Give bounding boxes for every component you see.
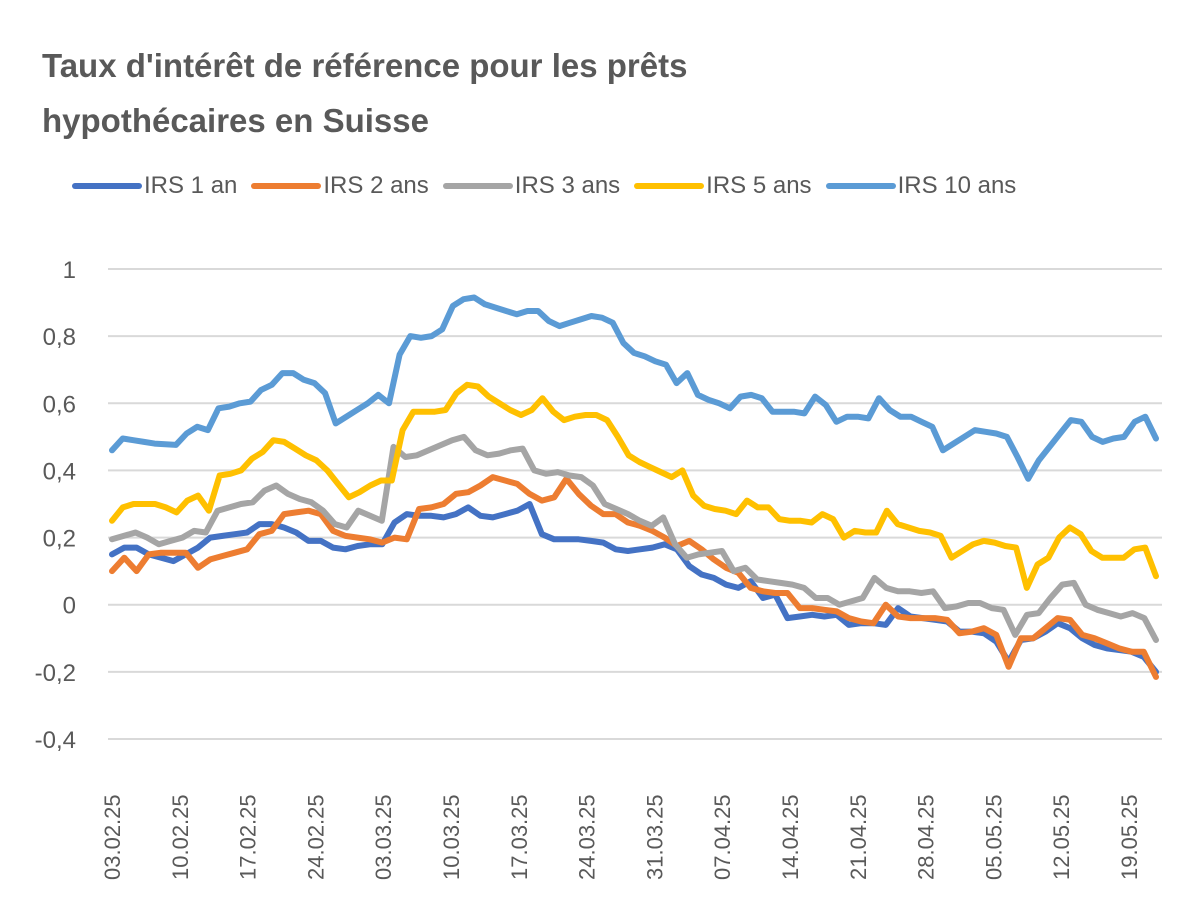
x-tick-label: 21.04.25: [846, 794, 871, 880]
series-line-irs-1-an: [109, 501, 1159, 675]
x-tick-label: 10.03.25: [439, 794, 464, 880]
x-tick-label: 03.03.25: [371, 794, 396, 880]
legend-swatch: [72, 183, 142, 189]
chart-title-line-1: Taux d'intérêt de référence pour les prê…: [42, 47, 688, 84]
x-tick-label: 12.05.25: [1049, 794, 1074, 880]
y-tick-label: 0: [63, 593, 76, 620]
legend-label: IRS 5 ans: [706, 172, 812, 199]
x-tick-label: 17.02.25: [236, 794, 261, 880]
y-tick-label: 0,4: [43, 458, 76, 485]
x-tick-label: 31.03.25: [642, 794, 667, 880]
y-axis-ticks: 1 0,8 0,6 0,4 0,2 0 -0,2 -0,4: [35, 257, 76, 754]
x-tick-label: 19.05.25: [1117, 794, 1142, 880]
chart-title-line-2: hypothécaires en Suisse: [42, 102, 429, 139]
legend-label: IRS 10 ans: [897, 172, 1017, 199]
y-tick-label: 1: [63, 257, 76, 284]
x-axis-ticks: 03.02.25 10.02.25 17.02.25 24.02.25 03.03.25…: [100, 794, 1142, 880]
series-line-irs-3-ans: [109, 433, 1159, 643]
x-tick-label: 10.02.25: [168, 794, 193, 880]
legend-label: IRS 2 ans: [323, 172, 429, 199]
series-line-irs-10-ans: [109, 294, 1159, 482]
legend-swatch: [251, 183, 322, 189]
legend-item-irs-2: IRS 2 ans: [251, 172, 429, 200]
legend-item-irs-10: IRS 10 ans: [825, 172, 1017, 200]
chart-title: Taux d'intérêt de référence pour les prê…: [42, 38, 942, 148]
y-tick-label: -0,4: [35, 727, 76, 754]
legend-swatch: [634, 183, 705, 189]
legend-swatch: [825, 183, 896, 189]
legend-label: IRS 1 an: [144, 172, 238, 199]
y-tick-label: 0,8: [43, 324, 76, 351]
legend-item-irs-1: IRS 1 an: [72, 172, 237, 200]
series-line-irs-2-ans: [109, 474, 1159, 680]
x-tick-label: 28.04.25: [914, 794, 939, 880]
legend-swatch: [442, 183, 513, 189]
x-tick-label: 05.05.25: [981, 794, 1006, 880]
x-tick-label: 17.03.25: [507, 794, 532, 880]
legend-label: IRS 3 ans: [514, 172, 621, 199]
x-tick-label: 03.02.25: [100, 794, 125, 880]
y-tick-label: 0,2: [43, 526, 76, 553]
x-tick-label: 07.04.25: [710, 794, 735, 880]
series-lines: [109, 294, 1159, 680]
gridlines: [108, 268, 1162, 740]
x-tick-label: 24.02.25: [303, 794, 328, 880]
y-tick-label: -0,2: [35, 660, 76, 687]
legend-item-irs-5: IRS 5 ans: [634, 172, 812, 200]
legend-item-irs-3: IRS 3 ans: [442, 172, 621, 200]
series-line-irs-5-ans: [109, 381, 1159, 591]
y-tick-label: 0,6: [43, 391, 76, 418]
chart-legend: IRS 1 an IRS 2 ans IRS 3 ans IRS 5 ans I…: [72, 172, 1030, 200]
x-tick-label: 24.03.25: [575, 794, 600, 880]
x-tick-label: 14.04.25: [778, 794, 803, 880]
